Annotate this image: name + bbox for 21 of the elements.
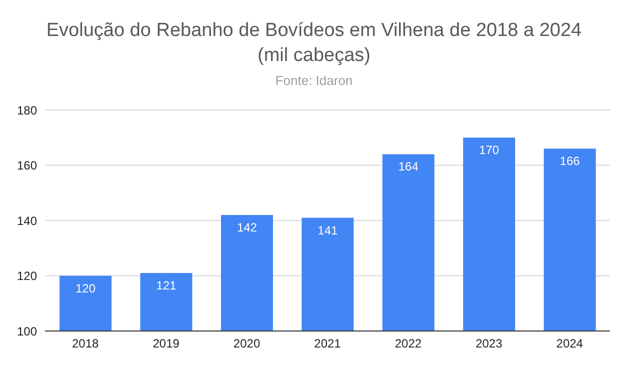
- data-label: 120: [76, 281, 96, 296]
- y-tick-label: 160: [16, 158, 38, 173]
- x-tick-label: 2024: [556, 336, 584, 351]
- x-tick-label: 2022: [394, 336, 422, 351]
- x-tick-label: 2020: [233, 336, 260, 351]
- x-tick-label: 2023: [476, 336, 503, 351]
- y-tick-label: 180: [16, 103, 38, 118]
- chart-subtitle: Fonte: Idaron: [274, 73, 354, 88]
- data-label: 170: [479, 143, 500, 158]
- data-label: 141: [318, 223, 338, 238]
- data-label: 142: [236, 220, 258, 234]
- y-tick-label: 120: [16, 269, 38, 284]
- data-label: 164: [398, 160, 419, 174]
- data-label: 166: [560, 154, 580, 168]
- x-tick-label: 2019: [152, 336, 180, 351]
- data-label: 121: [156, 278, 177, 293]
- x-tick-label: 2018: [72, 336, 100, 351]
- x-tick-label: 2021: [314, 336, 342, 351]
- y-tick-label: 100: [16, 324, 38, 338]
- y-tick-label: 140: [16, 214, 38, 228]
- chart-title: Evolução do Rebanho de Bovídeos em Vilhena de 2018 a 2024 (mil cabeças): [45, 19, 583, 68]
